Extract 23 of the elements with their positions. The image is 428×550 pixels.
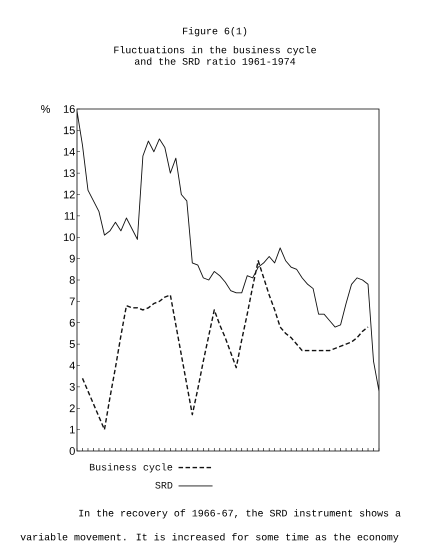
y-tick-label: 3 bbox=[70, 383, 75, 391]
legend-label: Business cycle bbox=[90, 463, 172, 472]
y-axis-title: % bbox=[41, 105, 50, 113]
y-tick-label: 1 bbox=[70, 426, 75, 434]
chart-subtitle: Fluctuations in the business cycle and the SRD ratio 1961-1974 bbox=[114, 46, 316, 65]
y-tick-label: 5 bbox=[70, 340, 75, 348]
y-tick-label: 2 bbox=[70, 404, 75, 412]
y-tick-label: 7 bbox=[70, 298, 75, 306]
y-tick-label: 8 bbox=[70, 276, 75, 284]
legend-label: SRD bbox=[155, 482, 172, 489]
chart-title: Figure 6(1) bbox=[183, 27, 246, 36]
y-tick-label: 0 bbox=[70, 447, 75, 455]
y-tick-label: 4 bbox=[69, 362, 75, 370]
y-tick-label: 16 bbox=[64, 105, 75, 113]
text: In the recovery of 1966-67, the SRD instrument shows a variable movement. It is increased for some time as the economy bbox=[20, 509, 401, 542]
y-tick-label: 12 bbox=[64, 190, 75, 198]
y-tick-label: 6 bbox=[70, 318, 75, 327]
y-tick-label: 9 bbox=[70, 254, 75, 263]
y-tick-label: 15 bbox=[64, 126, 75, 134]
y-tick-label: 13 bbox=[64, 169, 75, 178]
y-tick-label: 10 bbox=[64, 233, 75, 242]
y-tick-label: 11 bbox=[64, 212, 75, 220]
y-tick-label: 14 bbox=[64, 148, 75, 156]
